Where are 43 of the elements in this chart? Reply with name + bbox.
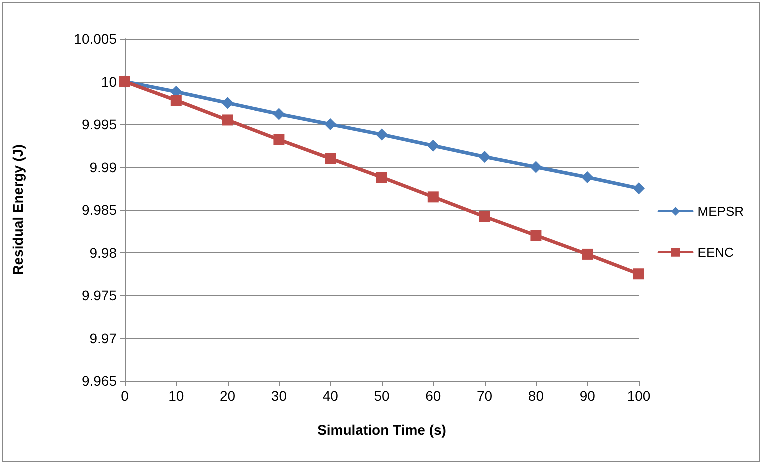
x-tick-label: 70	[477, 388, 493, 404]
point	[376, 128, 388, 141]
point	[478, 150, 491, 163]
y-axis-title: Residual Energy (J)	[10, 144, 26, 276]
point	[530, 161, 542, 174]
y-tick-label: 9.995	[82, 116, 118, 132]
x-tick-label: 50	[374, 388, 390, 404]
legend-label: EENC	[698, 245, 734, 260]
x-tick-label: 90	[580, 388, 596, 404]
point	[222, 114, 234, 126]
x-tick-label: 0	[121, 388, 130, 404]
x-tick-label: 40	[322, 388, 339, 404]
point	[324, 118, 337, 130]
point	[582, 172, 594, 184]
x-tick-label: 30	[271, 388, 288, 404]
y-tick-label: 9.975	[82, 288, 118, 304]
x-tick-label: 10	[168, 388, 184, 404]
y-tick-label: 10.005	[74, 31, 118, 47]
x-tick-label: 100	[627, 388, 651, 404]
point	[582, 248, 594, 260]
y-tick-label: 9.98	[90, 244, 118, 261]
point	[634, 268, 644, 280]
x-tick-label: 20	[220, 388, 236, 404]
point	[479, 211, 490, 222]
point	[222, 97, 234, 110]
point	[633, 182, 645, 195]
x-axis-title: Simulation Time (s)	[318, 422, 446, 438]
y-tick-label: 10	[101, 74, 118, 90]
point	[325, 153, 336, 164]
y-tick-label: 9.985	[82, 202, 118, 218]
point	[274, 134, 285, 146]
point	[530, 230, 542, 242]
x-tick-label: 80	[528, 388, 544, 404]
y-tick-label: 9.97	[90, 330, 118, 346]
point	[170, 95, 182, 106]
point	[428, 192, 439, 203]
y-tick-label: 9.965	[82, 373, 118, 389]
x-tick-label: 60	[426, 388, 442, 404]
point	[427, 140, 440, 152]
legend-label: MEPSR	[698, 204, 744, 219]
point	[376, 172, 388, 184]
y-tick-label: 9.99	[90, 159, 118, 176]
point	[273, 108, 286, 120]
